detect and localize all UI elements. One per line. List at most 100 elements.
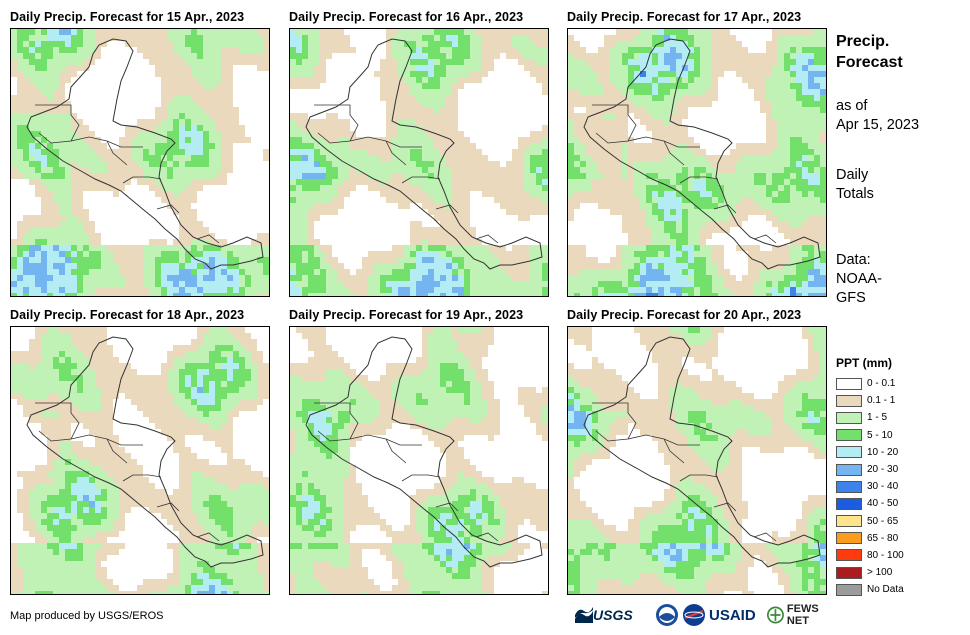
precip-cell [598,167,604,173]
precip-cell [574,83,580,89]
precip-cell [308,29,314,35]
precip-cell [59,429,65,435]
precip-cell [658,179,664,185]
precip-cell [664,143,670,149]
precip-cell [676,29,682,35]
precip-cell [386,101,392,107]
precip-cell [736,59,742,65]
precip-cell [536,77,542,83]
precip-cell [446,53,452,59]
precip-cell [65,173,71,179]
precip-cell [416,95,422,101]
precip-cell [398,251,404,257]
precip-cell [802,269,808,275]
precip-cell [41,251,47,257]
precip-cell [131,375,137,381]
precip-cell [428,29,434,35]
precip-cell [179,41,185,47]
precip-cell [530,167,536,173]
precip-cell [71,29,77,35]
precip-cell [59,137,65,143]
precip-cell [422,287,428,293]
precip-cell [440,53,446,59]
precip-cell [652,35,658,41]
precip-cell [416,251,422,257]
precip-cell [173,59,179,65]
precip-cell [59,375,65,381]
precip-cell [476,245,482,251]
precip-cell [380,65,386,71]
precip-cell [167,29,173,35]
precip-cell [221,393,227,399]
precip-cell [173,357,179,363]
precip-cell [89,357,95,363]
precip-cell [646,161,652,167]
precip-cell [251,381,257,387]
precip-cell [59,41,65,47]
precip-cell [434,149,440,155]
precip-cell [35,53,41,59]
precip-cell [664,185,670,191]
precip-cell [616,143,622,149]
precip-cell [422,65,428,71]
precip-cell [694,35,700,41]
precip-cell [77,287,83,293]
precip-cell [209,131,215,137]
precip-cell [29,257,35,263]
precip-cell [616,29,622,35]
precip-cell [404,143,410,149]
precip-cell [452,245,458,251]
precip-cell [296,155,302,161]
precip-cell [820,41,826,47]
precip-cell [446,227,452,233]
precip-cell [398,113,404,119]
precip-cell [772,245,778,251]
precip-cell [712,269,718,275]
precip-cell [23,257,29,263]
precip-cell [404,89,410,95]
precip-cell [374,161,380,167]
precip-cell [17,59,23,65]
precip-cell [35,281,41,287]
precip-cell [404,65,410,71]
precip-cell [404,263,410,269]
precip-cell [724,275,730,281]
precip-cell [197,423,203,429]
precip-cell [233,59,239,65]
precip-cell [784,149,790,155]
precip-cell [760,185,766,191]
precip-cell [790,293,796,296]
precip-cell [53,179,59,185]
precip-cell [476,161,482,167]
precip-cell [386,179,392,185]
precip-cell [778,131,784,137]
precip-cell [488,65,494,71]
precip-cell [670,95,676,101]
precip-cell [446,137,452,143]
precip-cell [290,287,296,293]
precip-cell [263,245,269,251]
precip-cell [784,161,790,167]
precip-cell [41,41,47,47]
precip-cell [374,71,380,77]
precip-cell [634,83,640,89]
precip-cell [422,143,428,149]
precip-cell [536,59,542,65]
precip-cell [203,89,209,95]
precip-cell [706,197,712,203]
precip-cell [580,71,586,77]
precip-cell [652,245,658,251]
precip-cell [47,257,53,263]
precip-cell [143,269,149,275]
precip-cell [820,119,826,125]
precip-cell [700,185,706,191]
precip-cell [191,101,197,107]
precip-cell [658,161,664,167]
precip-cell [506,203,512,209]
precip-cell [428,47,434,53]
precip-cell [766,209,772,215]
precip-cell [251,269,257,275]
precip-cell [664,59,670,65]
precip-cell [167,357,173,363]
precip-cell [784,191,790,197]
